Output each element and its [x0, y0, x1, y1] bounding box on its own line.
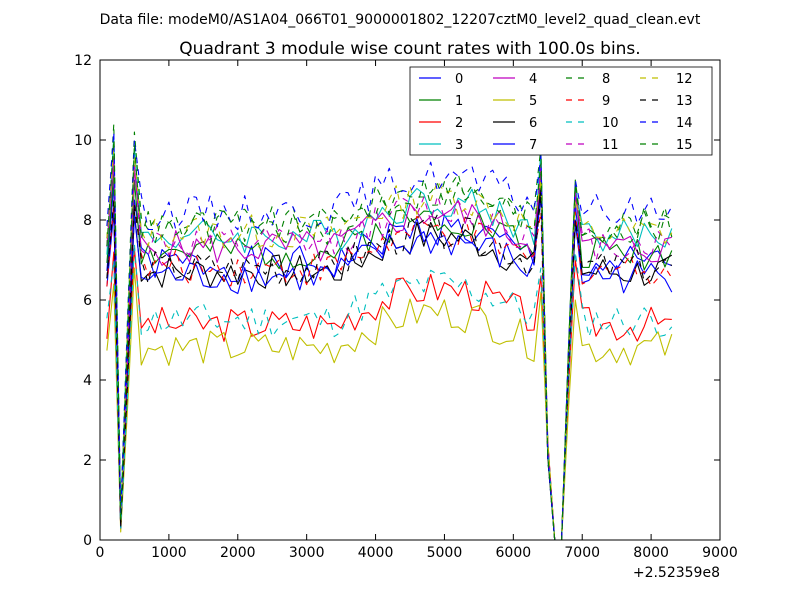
legend-label-1: 1: [455, 94, 463, 109]
x-tick-label: 2000: [220, 545, 256, 561]
y-tick-label: 4: [83, 373, 92, 389]
legend-box: [409, 66, 713, 156]
legend-label-5: 5: [529, 94, 537, 109]
x-tick-label: 0: [96, 545, 105, 561]
series-line-11: [106, 159, 673, 541]
series-line-0: [106, 183, 673, 541]
series-line-1: [106, 171, 673, 541]
legend-label-11: 11: [602, 138, 619, 153]
series-line-2: [106, 247, 672, 541]
series-line-3: [106, 135, 673, 541]
series-line-7: [106, 195, 673, 541]
series-line-10: [106, 243, 673, 541]
y-tick-label: 2: [83, 453, 92, 469]
legend-label-2: 2: [455, 116, 463, 131]
legend-label-14: 14: [676, 116, 693, 131]
legend-label-10: 10: [602, 116, 619, 131]
legend-label-9: 9: [602, 94, 610, 109]
x-tick-label: 3000: [289, 545, 325, 561]
series-line-13: [106, 195, 673, 541]
y-tick-label: 6: [83, 293, 92, 309]
legend-label-6: 6: [529, 116, 537, 131]
x-tick-label: 1000: [151, 545, 187, 561]
series-line-8: [106, 123, 673, 541]
legend-label-13: 13: [676, 94, 693, 109]
y-tick-label: 8: [83, 213, 92, 229]
figure-suptitle: Data file: modeM0/AS1A04_066T01_90000018…: [100, 12, 701, 28]
chart-title: Quadrant 3 module wise count rates with …: [179, 39, 640, 59]
x-axis-offset-label: +2.52359e8: [633, 565, 720, 581]
legend-label-7: 7: [529, 138, 537, 153]
y-tick-label: 10: [74, 133, 92, 149]
series-line-14: [106, 131, 673, 541]
legend-label-4: 4: [529, 72, 537, 87]
series-layer: [106, 123, 673, 541]
series-line-12: [106, 147, 673, 541]
legend-label-3: 3: [455, 138, 463, 153]
x-tick-label: 9000: [702, 545, 738, 561]
x-tick-label: 7000: [564, 545, 600, 561]
series-line-4: [106, 155, 672, 541]
legend-label-12: 12: [676, 72, 693, 87]
legend-label-15: 15: [676, 138, 693, 153]
x-tick-label: 8000: [633, 545, 669, 561]
x-tick-label: 4000: [358, 545, 394, 561]
axis-ticks: 0 1000 2000 3000 4000 5000 6000 7000 8000 9000 0 2 4…: [74, 53, 738, 561]
y-tick-label: 12: [74, 53, 92, 69]
legend-label-0: 0: [455, 72, 463, 87]
series-line-15: [106, 139, 673, 541]
x-tick-label: 5000: [427, 545, 463, 561]
legend-label-8: 8: [602, 72, 610, 87]
series-line-5: [106, 267, 673, 541]
series-line-9: [106, 203, 673, 541]
y-tick-label: 0: [83, 533, 92, 549]
x-tick-label: 6000: [496, 545, 532, 561]
